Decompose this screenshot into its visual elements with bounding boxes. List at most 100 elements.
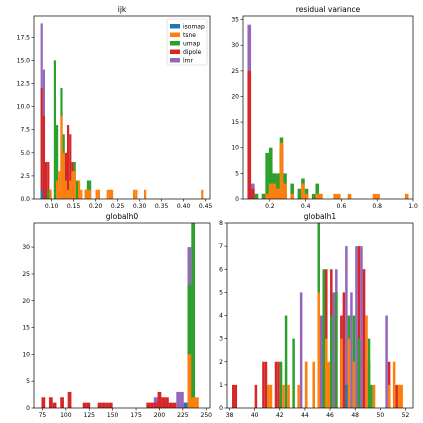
y-tick-label-10-0: 10.0: [17, 104, 31, 111]
bar-tsne: [265, 193, 269, 199]
bar-dipole: [150, 402, 154, 408]
y-tick-label-20: 20: [231, 93, 239, 100]
legend-swatch-lmr: [170, 58, 180, 63]
bar-dipole: [86, 402, 91, 408]
y-tick-label-5-0: 5.0: [20, 150, 30, 157]
x-tick-label-50: 50: [377, 412, 385, 419]
y-tick-label-8: 8: [219, 220, 223, 227]
bar-dipole: [247, 70, 252, 199]
bar-umap: [292, 338, 295, 408]
bar-lmr: [355, 246, 358, 408]
bar-tsne: [317, 292, 320, 408]
bar-dipole: [234, 384, 238, 408]
y-tick-label-7-5: 7.5: [20, 127, 30, 134]
y-tick-label-20: 20: [22, 298, 30, 305]
x-tick-label-200: 200: [154, 412, 166, 419]
bar-tsne: [312, 361, 315, 408]
bar-umap: [187, 284, 192, 408]
bar-dipole: [395, 384, 398, 408]
bar-tsne: [60, 115, 63, 199]
bar-tsne: [108, 189, 111, 199]
x-tick-label-0-2: 0.2: [265, 203, 275, 210]
bar-tsne: [95, 189, 98, 199]
bar-umap: [56, 125, 59, 199]
x-tick-label-175: 175: [130, 412, 142, 419]
x-tick-label-250: 250: [201, 412, 213, 419]
y-tick-label-3: 3: [219, 336, 223, 343]
bar-dipole: [40, 88, 43, 199]
subplot-ijk: 0.10 0.15 0.20 0.25 0.30 0.35 0.40 0.45 0.0 2.5 5.…: [17, 5, 213, 210]
x-tick-label-0-30: 0.30: [133, 203, 147, 210]
bar-dipole: [262, 361, 265, 408]
bar-tsne: [340, 338, 343, 408]
x-tick-label-0-6: 0.6: [337, 203, 347, 210]
bar-dipole: [254, 384, 258, 408]
x-tick-label-100: 100: [60, 412, 72, 419]
bar-tsne: [84, 189, 87, 199]
subplot-title: ijk: [118, 5, 127, 14]
bar-isomap: [40, 189, 43, 199]
bar-lmr: [385, 315, 388, 408]
x-tick-label-44: 44: [301, 412, 309, 419]
bar-dipole: [67, 125, 70, 199]
y-tick-label-10: 10: [22, 351, 30, 358]
bar-tsne: [187, 354, 192, 408]
bar-lmr: [180, 391, 184, 408]
bar-dipole: [97, 402, 102, 408]
bar-tsne: [319, 193, 323, 199]
bar-tsne: [71, 171, 74, 199]
bar-dipole: [82, 402, 87, 408]
y-tick-label-25: 25: [231, 68, 239, 75]
bar-tsne: [89, 189, 92, 199]
bar-tsne: [347, 338, 351, 408]
bar-umap: [357, 338, 361, 408]
bar-tsne: [272, 183, 277, 199]
bar-tsne: [267, 384, 270, 408]
x-tick-label-0-25: 0.25: [111, 203, 125, 210]
bar-lmr: [360, 246, 363, 408]
bar-tsne: [191, 397, 196, 408]
x-tick-label-75: 75: [39, 412, 47, 419]
plot-frame: [33, 222, 211, 409]
y-tick-label-5: 5: [219, 289, 223, 296]
bar-tsne: [404, 193, 409, 199]
bars: [247, 24, 409, 199]
x-tick-label-40: 40: [251, 412, 259, 419]
bar-umap: [268, 147, 273, 199]
bar-tsne: [297, 384, 300, 408]
bar-tsne: [67, 189, 70, 199]
bar-tsne: [400, 384, 403, 408]
bar-tsne: [365, 315, 368, 408]
bar-umap: [53, 60, 56, 199]
y-tick-label-15: 15: [231, 119, 239, 126]
plot-frame: [33, 15, 211, 200]
bar-dipole: [69, 134, 72, 199]
subplot-globalh0: 75 100 125 150 175 200 225 250 0 5 10 15 20 25 30 globa…: [22, 212, 212, 419]
y-tick-label-0-0: 0.0: [20, 196, 30, 203]
bar-tsne: [304, 193, 309, 199]
bar-tsne: [282, 384, 285, 408]
bar-tsne: [376, 193, 380, 199]
legend-label-tsne: tsne: [183, 32, 196, 39]
bar-dipole: [362, 269, 366, 408]
bar-tsne: [80, 189, 83, 199]
bar-umap: [254, 193, 259, 199]
bar-dipole: [251, 188, 255, 199]
y-tick-label-2-5: 2.5: [20, 173, 30, 180]
bars: [40, 23, 204, 199]
y-tick-label-10: 10: [231, 145, 239, 152]
x-tick-label-42: 42: [276, 412, 284, 419]
x-tick-label-52: 52: [402, 412, 410, 419]
bar-tsne: [106, 189, 109, 199]
bar-dipole: [108, 402, 113, 408]
bar-dipole: [105, 402, 109, 408]
bar-isomap: [345, 384, 348, 408]
bar-tsne: [86, 189, 89, 199]
bar-lmr: [320, 315, 323, 408]
legend-label-umap: umap: [183, 41, 200, 48]
bar-tsne: [327, 361, 331, 408]
bar-umap: [311, 193, 316, 199]
bar-tsne: [333, 193, 337, 199]
